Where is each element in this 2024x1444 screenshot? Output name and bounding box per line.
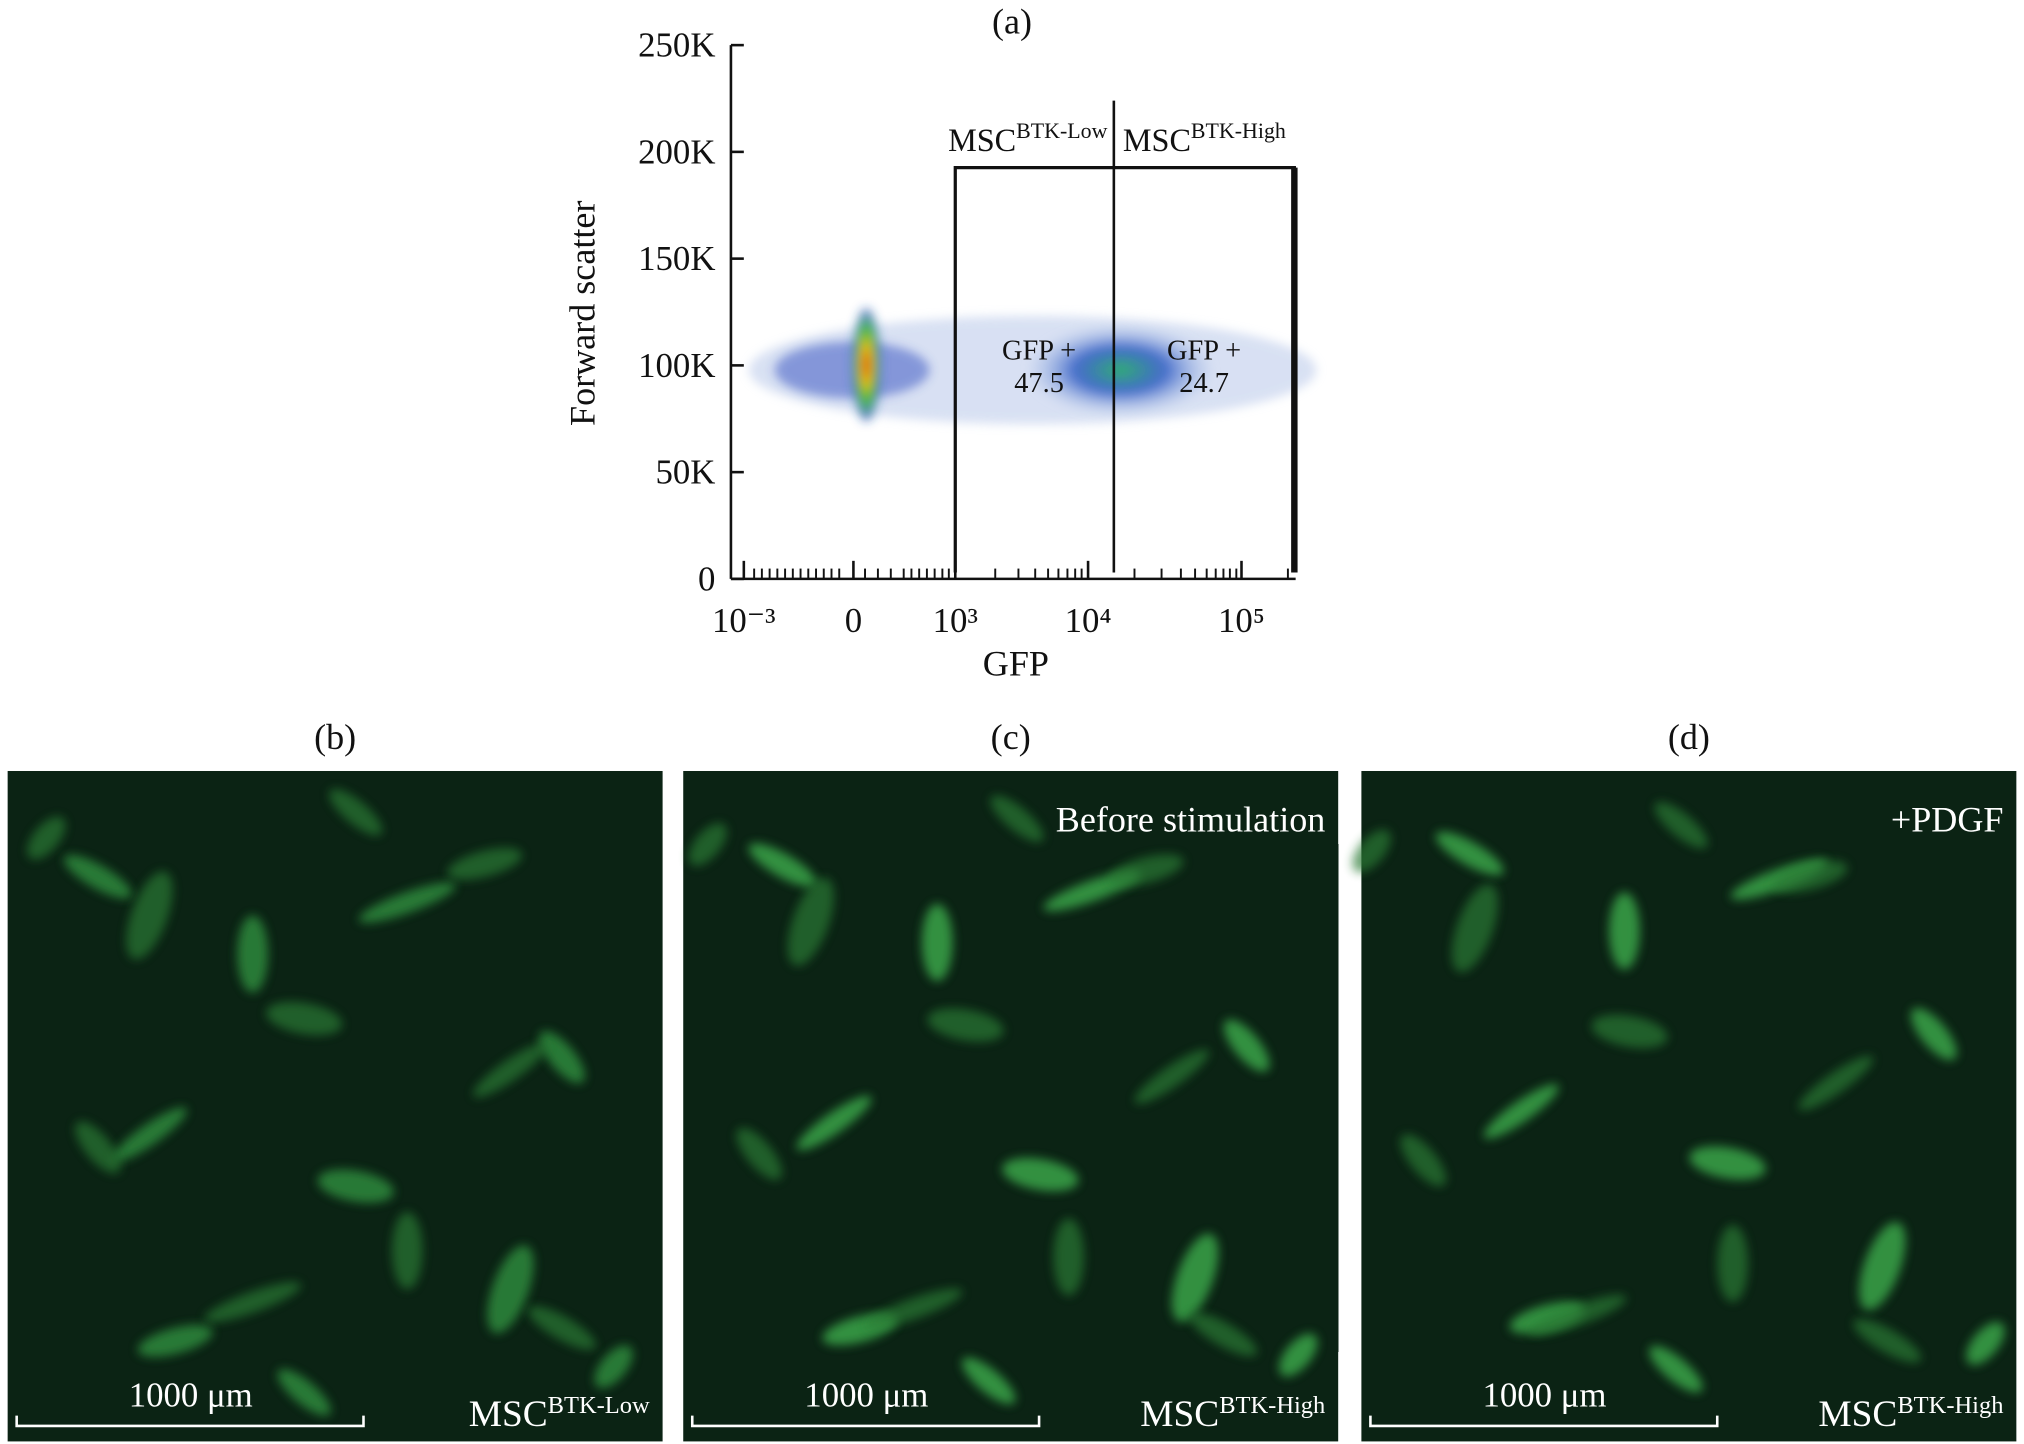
- x-tick-label: 0: [845, 601, 862, 640]
- panel-caption: MSCBTK-Low: [469, 1392, 650, 1435]
- x-tick-label: 10⁴: [1065, 601, 1112, 640]
- y-tick-label: 100K: [638, 346, 715, 385]
- gate-percent: 47.5: [1014, 368, 1064, 399]
- gate: [953, 100, 1298, 573]
- y-tick-label: 150K: [638, 239, 715, 278]
- gate-name: MSCBTK-High: [1123, 118, 1286, 158]
- text-base: MSC: [1123, 122, 1191, 158]
- scatter-cloud: [748, 308, 1317, 425]
- x-axis-label: GFP: [983, 644, 1049, 684]
- x-tick-label: 10³: [933, 601, 978, 640]
- text-superscript: BTK-Low: [1016, 118, 1107, 143]
- x-tick-label: 10⁻³: [712, 601, 776, 640]
- text-superscript: BTK-High: [1191, 118, 1286, 143]
- scale-bar: [690, 1415, 1041, 1428]
- panel-note: +PDGF: [1891, 800, 2004, 840]
- scale-bar-label: 1000 μm: [129, 1376, 253, 1415]
- gate-text: GFP +: [1002, 336, 1076, 367]
- text-base: MSC: [1140, 1394, 1219, 1435]
- y-tick-label: 200K: [638, 132, 715, 171]
- panel-label: (a): [992, 2, 1032, 42]
- x-tick-label: 10⁵: [1218, 601, 1265, 640]
- panel-label: (c): [991, 717, 1031, 757]
- text-superscript: BTK-Low: [548, 1392, 650, 1419]
- panel-label: (b): [314, 717, 356, 757]
- text-base: MSC: [469, 1394, 548, 1435]
- gate-text: GFP +: [1167, 336, 1241, 367]
- panel-label: (d): [1668, 717, 1710, 757]
- panel-caption: MSCBTK-High: [1818, 1392, 2003, 1435]
- micrograph: [1361, 770, 2017, 1442]
- scale-bar: [1369, 1415, 1719, 1428]
- text-base: MSC: [1818, 1394, 1897, 1435]
- text-superscript: BTK-High: [1219, 1392, 1325, 1419]
- gate-name: MSCBTK-Low: [948, 118, 1108, 158]
- scale-bar-label: 1000 μm: [804, 1376, 928, 1415]
- y-tick-label: 50K: [656, 453, 716, 492]
- text-base: MSC: [948, 122, 1016, 158]
- y-tick-label: 250K: [638, 26, 715, 65]
- panel-caption: MSCBTK-High: [1140, 1392, 1325, 1435]
- y-tick-label: 0: [698, 559, 715, 598]
- gate-percent: 24.7: [1179, 368, 1229, 399]
- y-axis-label: Forward scatter: [562, 201, 602, 426]
- scale-bar: [15, 1415, 365, 1428]
- scale-bar-label: 1000 μm: [1482, 1376, 1606, 1415]
- panel-note: Before stimulation: [1056, 800, 1326, 840]
- text-superscript: BTK-High: [1897, 1392, 2003, 1419]
